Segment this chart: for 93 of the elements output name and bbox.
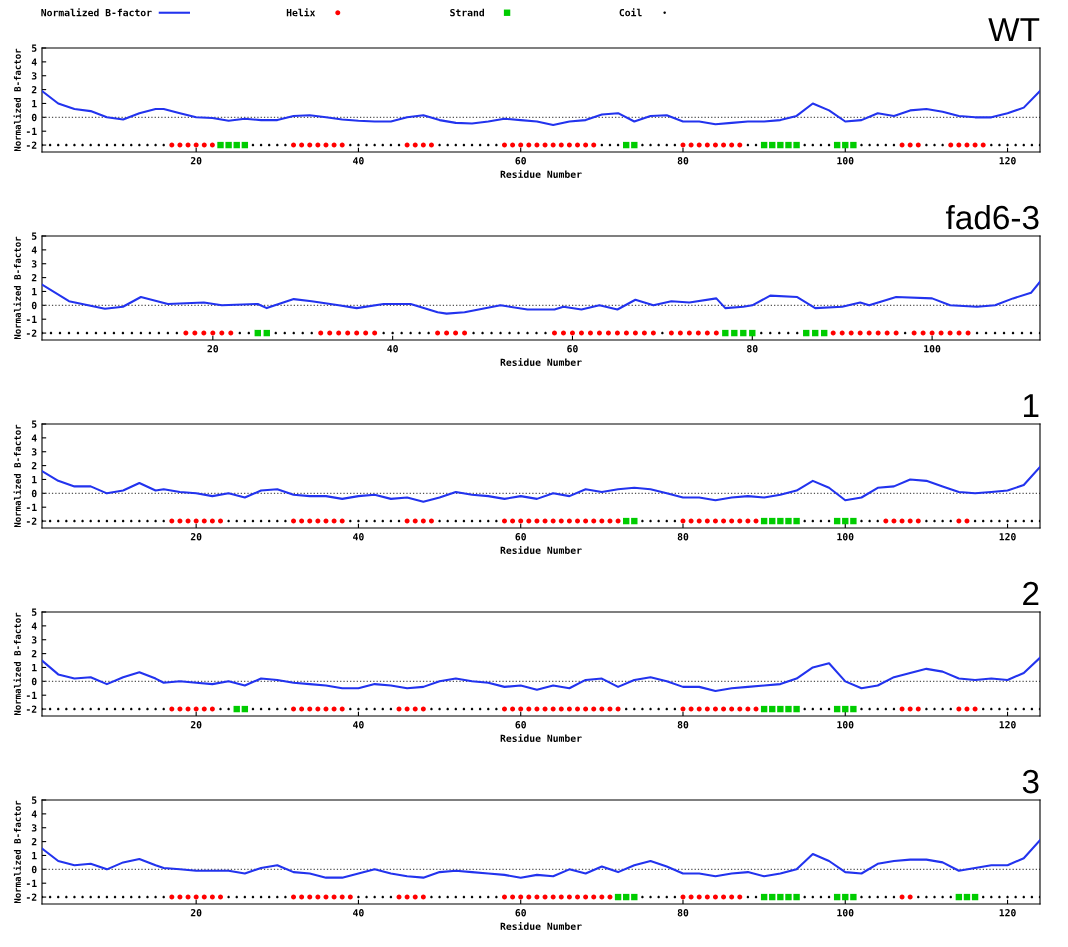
x-axis-title: Residue Number [500,357,582,366]
legend-label: Helix [286,8,316,17]
line-series [42,89,1040,126]
x-axis-title: Residue Number [500,921,582,930]
x-tick-label: 20 [207,345,219,353]
x-tick-label: 40 [353,533,364,541]
x-tick-label: 100 [924,345,941,353]
y-tick-label: -1 [26,879,37,887]
line-series [42,280,1040,315]
y-axis-title: Normalized B-factor [13,236,21,340]
x-tick-label: 80 [677,721,689,729]
chart-title: 3 [1022,769,1039,794]
y-tick-label: -2 [26,517,37,525]
y-tick-label: 5 [31,796,37,804]
y-tick-label: 0 [31,489,37,498]
x-tick-label: 60 [515,157,526,165]
y-tick-label: 3 [31,448,37,456]
y-tick-label: 1 [32,664,37,672]
x-tick-label: 100 [837,909,854,917]
y-tick-label: 3 [31,260,37,268]
y-tick-label: -2 [26,141,37,149]
x-tick-label: 80 [677,533,689,541]
y-tick-label: 4 [31,434,37,442]
chart-title: 1 [1024,394,1039,418]
x-tick-label: 80 [747,345,758,353]
x-tick-label: 60 [567,345,578,353]
y-tick-label: 1 [32,288,37,296]
y-axis-title: Normalized B-factor [13,800,21,904]
x-tick-label: 60 [515,909,526,917]
legend-label: Normalized B-factor [41,8,152,17]
chart-title: fad6-3 [945,204,1039,230]
x-tick-label: 80 [677,909,689,917]
x-tick-label: 60 [515,721,526,729]
y-axis-title: Normalized B-factor [13,424,21,528]
x-tick-label: 40 [353,721,364,729]
y-tick-label: 4 [31,246,37,254]
y-tick-label: 4 [31,622,37,630]
y-tick-label: -2 [26,893,37,901]
y-tick-label: -2 [26,329,37,337]
y-tick-label: 1 [32,476,37,484]
chart-title: WT [988,18,1040,42]
x-axis-title: Residue Number [500,545,582,554]
line-series [42,839,1040,879]
x-tick-label: 100 [837,157,854,165]
x-tick-label: 120 [999,157,1016,165]
line-series [42,656,1040,693]
y-tick-label: 5 [31,44,37,52]
y-tick-label: -1 [26,503,37,511]
x-tick-label: 80 [677,157,689,165]
y-tick-label: 1 [32,852,37,860]
x-tick-label: 120 [999,909,1016,917]
y-tick-label: 3 [31,72,37,80]
y-tick-label: -1 [26,691,37,699]
legend-label: Coil [619,8,642,17]
y-tick-label: 4 [31,810,37,818]
x-tick-label: 40 [353,157,364,165]
y-tick-label: 0 [31,677,37,686]
y-tick-label: 5 [31,420,37,428]
x-tick-label: 20 [190,533,202,541]
y-axis-title: Normalized B-factor [13,612,21,716]
x-tick-label: 20 [190,157,202,165]
x-tick-label: 120 [999,721,1016,729]
y-tick-label: 2 [31,838,37,846]
y-tick-label: -1 [26,315,37,323]
x-tick-label: 40 [353,909,364,917]
chart-title: 2 [1023,581,1039,606]
y-tick-label: 2 [31,462,37,470]
legend-label: Strand [450,8,484,17]
x-tick-label: 100 [837,721,854,729]
y-tick-label: 0 [31,865,37,874]
y-tick-label: 4 [31,58,37,66]
x-tick-label: 20 [190,721,202,729]
x-tick-label: 60 [515,533,526,541]
y-tick-label: 0 [31,113,37,122]
y-tick-label: 1 [32,100,37,108]
y-tick-label: -1 [26,127,37,135]
x-axis-title: Residue Number [500,169,582,178]
x-tick-label: 100 [837,533,854,541]
y-tick-label: 2 [31,86,37,94]
x-tick-label: 120 [999,533,1016,541]
x-tick-label: 40 [387,345,398,353]
y-axis-title: Normalized B-factor [13,48,21,152]
y-tick-label: 0 [31,301,37,310]
y-tick-label: 2 [31,274,37,282]
y-tick-label: 5 [31,232,37,240]
y-tick-label: 5 [31,608,37,616]
line-series [42,465,1040,503]
y-tick-label: 2 [31,650,37,658]
x-axis-title: Residue Number [500,733,582,742]
y-tick-label: -2 [26,705,37,713]
y-tick-label: 3 [31,824,37,832]
x-tick-label: 20 [190,909,202,917]
y-tick-label: 3 [31,636,37,644]
